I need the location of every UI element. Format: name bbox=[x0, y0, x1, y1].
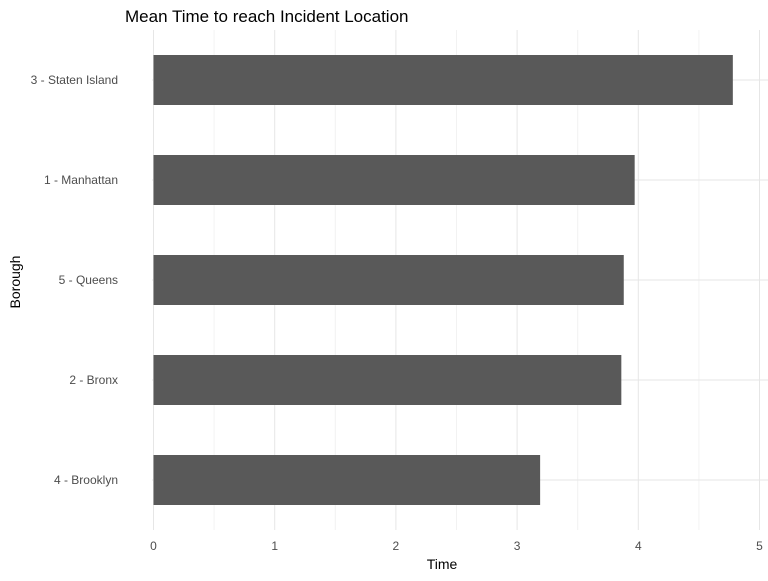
x-tick-label: 0 bbox=[150, 539, 157, 553]
y-tick-label: 3 - Staten Island bbox=[31, 73, 118, 87]
y-tick-label: 5 - Queens bbox=[59, 273, 118, 287]
bars bbox=[153, 55, 733, 505]
x-tick-label: 4 bbox=[635, 539, 642, 553]
y-tick-label: 1 - Manhattan bbox=[44, 173, 118, 187]
bar bbox=[153, 55, 733, 105]
chart-title: Mean Time to reach Incident Location bbox=[125, 7, 409, 26]
x-tick-labels: 0 1 2 3 4 5 bbox=[150, 539, 763, 553]
y-tick-label: 4 - Brooklyn bbox=[54, 473, 118, 487]
bar bbox=[153, 455, 541, 505]
x-tick-label: 2 bbox=[393, 539, 400, 553]
y-tick-label: 2 - Bronx bbox=[69, 373, 118, 387]
bar bbox=[153, 255, 624, 305]
x-tick-label: 3 bbox=[514, 539, 521, 553]
bar bbox=[153, 355, 622, 405]
x-tick-label: 1 bbox=[271, 539, 278, 553]
x-tick-label: 5 bbox=[756, 539, 763, 553]
x-axis-title: Time bbox=[427, 556, 458, 572]
y-tick-labels: 3 - Staten Island 1 - Manhattan 5 - Queens… bbox=[31, 73, 118, 487]
y-axis-title: Borough bbox=[7, 256, 23, 309]
bar bbox=[153, 155, 635, 205]
